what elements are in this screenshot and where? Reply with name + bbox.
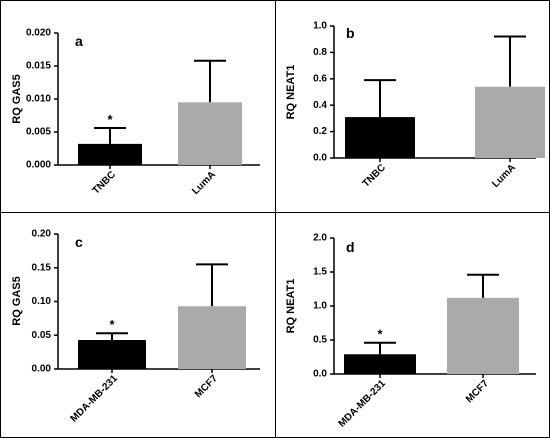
y-tick-label: 1.0 xyxy=(313,21,327,32)
y-tick-label: 0.4 xyxy=(313,100,327,111)
bar-mda-mb-231 xyxy=(344,354,416,374)
significance-marker: * xyxy=(377,327,383,342)
x-tick-label: LumA xyxy=(190,169,218,197)
y-tick-label: 0.015 xyxy=(26,61,51,72)
panel-label: a xyxy=(75,33,83,49)
bar-luma xyxy=(475,86,545,158)
y-tick-label: 0.00 xyxy=(32,364,52,375)
chart-panels: a RQ GAS5 0.000 0.005 0.010 0.015 0.020 TNBC * Lu… xyxy=(11,21,545,430)
panel-label: b xyxy=(346,25,355,41)
bar-tnbc xyxy=(78,143,142,165)
y-tick-label: 2.0 xyxy=(313,233,327,244)
panel-label: c xyxy=(75,234,83,250)
y-tick-label: 0.8 xyxy=(313,47,327,58)
y-tick-label: 0.0 xyxy=(313,153,327,164)
y-tick-label: 0.020 xyxy=(26,28,51,39)
x-tick-label: MDA-MB-231 xyxy=(337,378,389,430)
significance-marker: * xyxy=(109,317,115,332)
y-tick-label: 0.20 xyxy=(32,229,52,240)
bar-tnbc xyxy=(345,117,415,158)
panel-label: d xyxy=(346,239,355,255)
y-axis-label: RQ GAS5 xyxy=(11,276,23,326)
significance-marker: * xyxy=(107,112,113,127)
y-tick-label: 0.5 xyxy=(313,335,327,346)
x-tick-label: TNBC xyxy=(91,169,118,196)
x-tick-label: TNBC xyxy=(361,162,388,189)
y-tick-label: 0.05 xyxy=(32,330,52,341)
panel-b: b RQ NEAT1 0.0 0.2 0.4 0.6 0.8 1.0 TNBC LumA xyxy=(285,21,545,190)
y-tick-label: 1.0 xyxy=(313,301,327,312)
y-tick-label: 0.15 xyxy=(32,262,52,273)
bar-mda-mb-231 xyxy=(78,339,146,369)
x-tick-label: MDA-MB-231 xyxy=(69,373,121,425)
y-tick-label: 0.010 xyxy=(26,94,51,105)
y-tick-label: 0.2 xyxy=(313,126,327,137)
y-tick-label: 1.5 xyxy=(313,267,327,278)
x-tick-label: MCF7 xyxy=(464,378,491,405)
y-tick-label: 0.10 xyxy=(32,296,52,307)
y-tick-label: 0.000 xyxy=(26,160,51,171)
y-tick-label: 0.0 xyxy=(313,369,327,380)
x-tick-label: LumA xyxy=(490,162,518,190)
y-axis-label: RQ NEAT1 xyxy=(285,279,297,334)
y-tick-label: 0.005 xyxy=(26,127,51,138)
y-tick-label: 0.6 xyxy=(313,73,327,84)
x-tick-label: MCF7 xyxy=(193,373,220,400)
panel-c: c RQ GAS5 0.00 0.05 0.10 0.15 0.20 MDA-MB-231 * M… xyxy=(11,229,260,425)
bar-mcf7 xyxy=(447,297,519,374)
panel-d: d RQ NEAT1 0.0 0.5 1.0 1.5 2.0 MDA-MB-231 * MCF7 xyxy=(285,233,536,430)
y-axis-label: RQ GAS5 xyxy=(11,74,23,124)
bar-luma xyxy=(178,102,242,165)
y-axis-label: RQ NEAT1 xyxy=(285,65,297,120)
panel-a: a RQ GAS5 0.000 0.005 0.010 0.015 0.020 TNBC * Lu… xyxy=(11,28,260,197)
bar-mcf7 xyxy=(178,306,246,369)
